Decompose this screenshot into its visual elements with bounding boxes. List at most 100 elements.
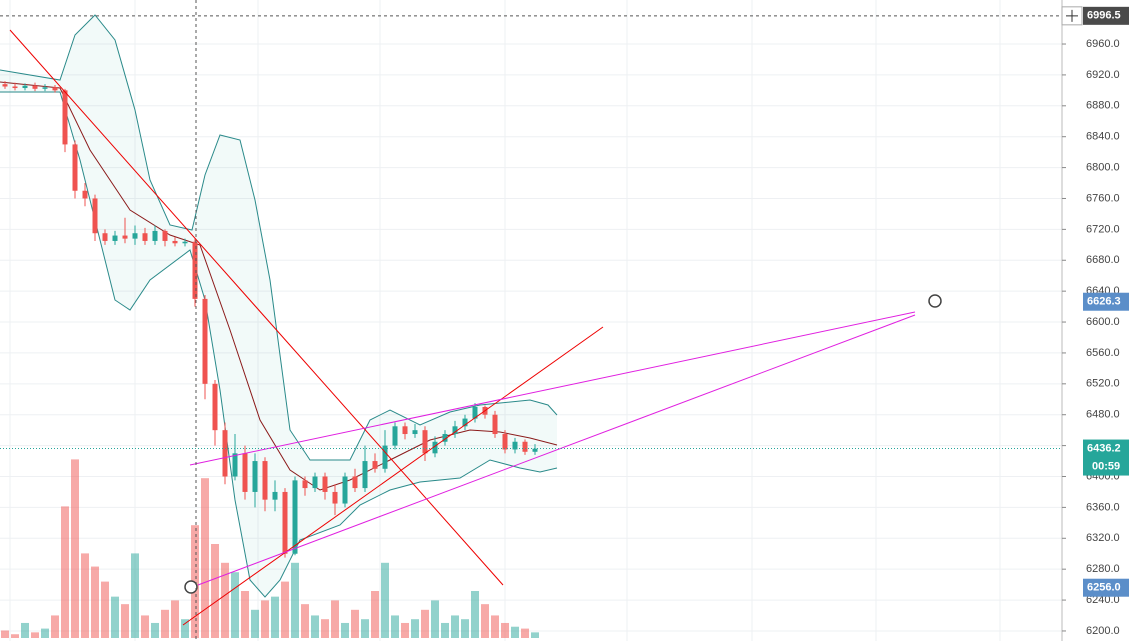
candle-body [252,461,258,492]
candle-body [242,453,248,492]
volume-bar [51,615,59,638]
candle-body [212,383,218,431]
y-tick-label: 6320.0 [1086,532,1120,544]
candle-body [62,90,68,145]
candle-body [72,144,78,191]
volume-layer [1,459,539,638]
last-price-label: 6436.2 [1087,442,1121,454]
candle-body [462,418,468,427]
candle-body [112,235,118,241]
y-tick-label: 6480.0 [1086,409,1120,421]
trend-lines [9,0,942,641]
candle-body [532,448,538,452]
volume-bar [11,634,19,638]
candle-body [372,461,378,469]
candle-body [32,85,38,89]
y-tick-label: 6960.0 [1086,38,1120,50]
volume-bar [521,628,529,638]
y-tick-label: 6800.0 [1086,161,1120,173]
candle-body [282,491,288,554]
trend-line [189,311,916,466]
volume-bar [291,562,299,638]
candle-body [152,230,158,241]
candle-body [402,426,408,435]
candle-body [352,476,358,489]
candle-body [362,461,368,489]
crosshair-label: 6996.5 [1087,10,1121,22]
volume-bar [141,615,149,638]
candle-body [22,85,28,89]
volume-bar [101,581,109,638]
grid [0,0,1062,641]
volume-bar [161,609,169,638]
volume-bar [501,622,509,638]
volume-bar [401,622,409,638]
last-price-bg [1083,439,1129,476]
candle-body [392,426,398,446]
trend-line [197,314,916,586]
volume-bar [271,596,279,638]
volume-bar [411,619,419,638]
volume-bar [471,591,479,638]
volume-bar [511,626,519,638]
candle-body [222,430,228,477]
trend-line [9,29,504,586]
candle-body [172,240,178,244]
candle-body [202,298,208,384]
candle-body [292,480,298,554]
y-tick-label: 6880.0 [1086,100,1120,112]
volume-bar [451,615,459,638]
candle-body [382,445,388,469]
band-fill [0,15,557,597]
volume-bar [461,619,469,638]
candle-body [512,441,518,450]
volume-bar [321,619,329,638]
anchor[interactable] [184,580,198,594]
candle-body [522,441,528,452]
volume-bar [241,591,249,638]
volume-bar [151,622,159,638]
y-tick-label: 6240.0 [1086,594,1120,606]
candle-body [272,491,278,500]
candle-body [452,426,458,435]
candle-body [92,198,98,234]
volume-bar [301,604,309,638]
candle-body [342,476,348,504]
volume-bar [491,615,499,638]
volume-bar [531,632,539,638]
candle-body [302,480,308,489]
volume-bar [261,600,269,638]
trend-line [182,326,604,626]
volume-bar [61,506,69,638]
volume-bar [131,553,139,638]
volume-bar [361,619,369,638]
y-tick-label: 6600.0 [1086,316,1120,328]
candle-body [162,230,168,241]
candle-body [2,84,8,87]
y-tick-label: 6720.0 [1086,223,1120,235]
y-tick-label: 6680.0 [1086,254,1120,266]
volume-bar [91,566,99,638]
low-marker-bg [1083,578,1129,597]
price-axis: 6200.06240.06280.06320.06360.06400.06440… [0,6,1129,637]
candle-body [52,87,58,91]
volume-bar [381,562,389,638]
anchor[interactable] [928,294,942,308]
volume-bar [221,562,229,638]
y-tick-label: 6280.0 [1086,563,1120,575]
candle-body [42,87,48,89]
volume-bar [311,615,319,638]
volume-bar [371,591,379,638]
band-lower [0,91,558,598]
candle-body [332,491,338,504]
countdown: 00:59 [1092,460,1120,472]
candle-body [422,430,428,454]
volume-bar [251,609,259,638]
candle-body [102,233,108,241]
candle-body [142,233,148,241]
candle-body [412,430,418,435]
volume-bar [421,609,429,638]
candle-body [12,86,18,89]
volume-bar [111,596,119,638]
